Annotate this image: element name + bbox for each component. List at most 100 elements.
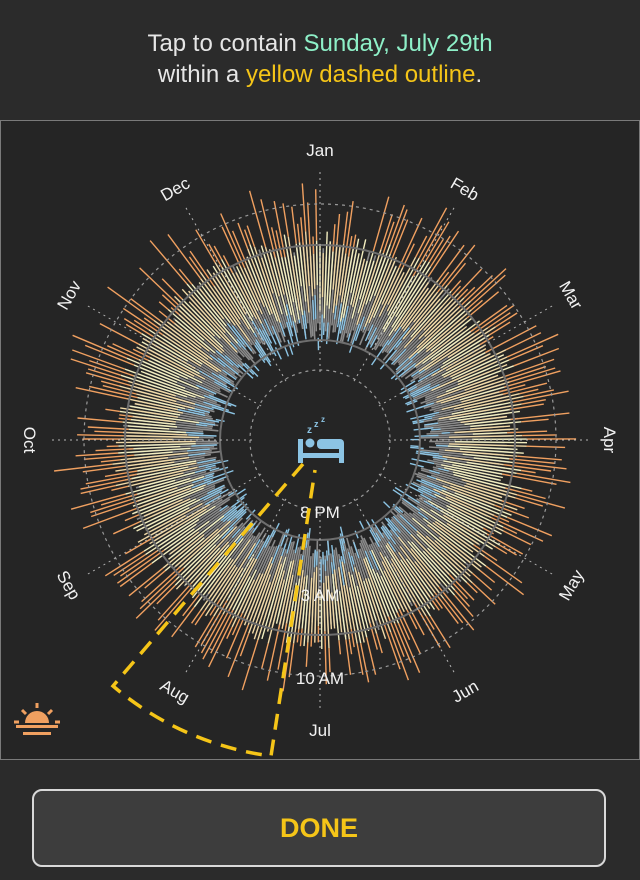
yellow-dashed-outline[interactable] <box>110 462 317 758</box>
sleep-bar <box>111 485 129 491</box>
sleep-bar <box>410 445 419 448</box>
sleep-bar <box>424 297 465 337</box>
instruction-line-2: within a yellow dashed outline. <box>0 59 640 90</box>
done-button[interactable]: DONE <box>32 789 606 867</box>
sleep-bar <box>450 280 462 292</box>
sleep-bar <box>464 376 504 391</box>
sleep-bar <box>217 357 239 375</box>
sleep-bar <box>304 231 311 287</box>
sunrise-icon[interactable] <box>14 703 60 735</box>
sleep-bar <box>430 235 451 267</box>
sleep-bar <box>504 370 561 388</box>
sleep-bar <box>182 594 200 617</box>
sleep-bar <box>379 349 398 370</box>
sleep-bar <box>298 242 307 302</box>
sleep-bar <box>127 380 176 397</box>
sleep-bar <box>84 344 135 366</box>
sleep-bar <box>439 509 501 546</box>
sleep-bar <box>499 384 526 393</box>
sleep-bar <box>118 443 196 447</box>
sleep-bar <box>101 380 120 387</box>
sleep-bar <box>445 496 492 519</box>
sleep-bar <box>412 613 425 636</box>
sleep-bar <box>368 256 398 324</box>
sleep-bar <box>124 513 141 522</box>
sleep-radial-chart-panel[interactable]: Jan Feb Mar Apr May Jun Jul Aug Sep Oct Nov Dec 8 P… <box>0 120 640 760</box>
sleep-bar <box>405 398 416 405</box>
sleep-bar <box>211 372 239 390</box>
sleep-bar <box>211 406 236 415</box>
sleep-bar <box>459 386 505 401</box>
sleep-bar <box>72 334 128 359</box>
sleep-bar <box>343 211 349 245</box>
sleep-bar <box>179 520 231 568</box>
sleep-bar <box>215 418 225 422</box>
sleep-bar <box>466 582 478 594</box>
sleep-radial-chart[interactable]: Jan Feb Mar Apr May Jun Jul Aug Sep Oct Nov Dec 8 P… <box>1 121 639 759</box>
sleep-bar <box>408 300 471 359</box>
sleep-bar <box>178 313 223 354</box>
sleep-bar <box>417 511 429 520</box>
sleep-bar <box>383 622 401 670</box>
sleep-bar <box>371 568 396 624</box>
sleep-bar <box>508 367 556 383</box>
sleep-bar <box>174 319 216 354</box>
sleep-bar <box>456 288 469 301</box>
sleep-bar <box>414 561 445 599</box>
sleep-bar <box>458 274 493 308</box>
sleep-bar <box>287 339 294 355</box>
sleep-bar <box>139 567 185 610</box>
sleep-bar <box>303 593 309 647</box>
sleep-bar <box>124 368 205 399</box>
sleep-bar <box>394 623 412 663</box>
sleep-bar <box>422 320 481 365</box>
sleep-bar <box>387 325 402 346</box>
sleep-bar <box>285 589 294 624</box>
sleep-bar <box>402 283 441 332</box>
sleep-bar <box>168 515 225 560</box>
sleep-bar <box>381 267 400 305</box>
sleep-bar <box>470 268 507 302</box>
sleep-bar <box>120 407 179 418</box>
sleep-bar <box>333 569 343 633</box>
sleep-bar <box>454 594 474 618</box>
sleep-bar <box>196 384 217 395</box>
sleep-bar <box>458 268 483 294</box>
sleep-bar <box>299 628 303 647</box>
sleep-bar <box>471 299 483 311</box>
sleep-bar <box>183 533 220 569</box>
sleep-bar <box>484 325 537 354</box>
sleep-bar <box>195 423 208 427</box>
sleep-bar <box>367 578 385 624</box>
month-label-dec: Dec <box>157 173 193 205</box>
sleep-bar <box>222 509 238 523</box>
sleep-bar <box>388 327 410 354</box>
sleep-bar <box>509 458 556 464</box>
sleep-bar <box>229 558 258 609</box>
sleep-bar <box>284 257 295 303</box>
sleep-bar <box>402 383 431 399</box>
sleep-bar <box>372 266 397 318</box>
sleep-bar <box>314 295 317 319</box>
sleep-bar <box>112 457 169 465</box>
sleep-bar <box>227 624 249 678</box>
svg-text:z: z <box>321 415 325 424</box>
sleep-bar <box>213 245 223 260</box>
sleep-bar <box>231 325 253 352</box>
sleep-bar <box>466 291 500 319</box>
sleep-bar <box>434 592 459 625</box>
sleep-bar <box>134 403 184 414</box>
sleep-bar <box>191 444 218 447</box>
sleep-bar <box>75 387 128 400</box>
sleep-bar <box>472 432 508 435</box>
sleep-bar <box>422 550 454 584</box>
sleep-bar <box>198 282 231 324</box>
sleep-bar <box>412 417 433 423</box>
sleep-bar <box>457 363 508 386</box>
sleep-bar <box>292 570 304 644</box>
sleep-bar <box>210 609 234 654</box>
sleep-bar <box>263 318 277 345</box>
sleep-bar <box>364 324 374 342</box>
sleep-bar <box>239 632 250 657</box>
sleep-bar <box>425 615 435 630</box>
